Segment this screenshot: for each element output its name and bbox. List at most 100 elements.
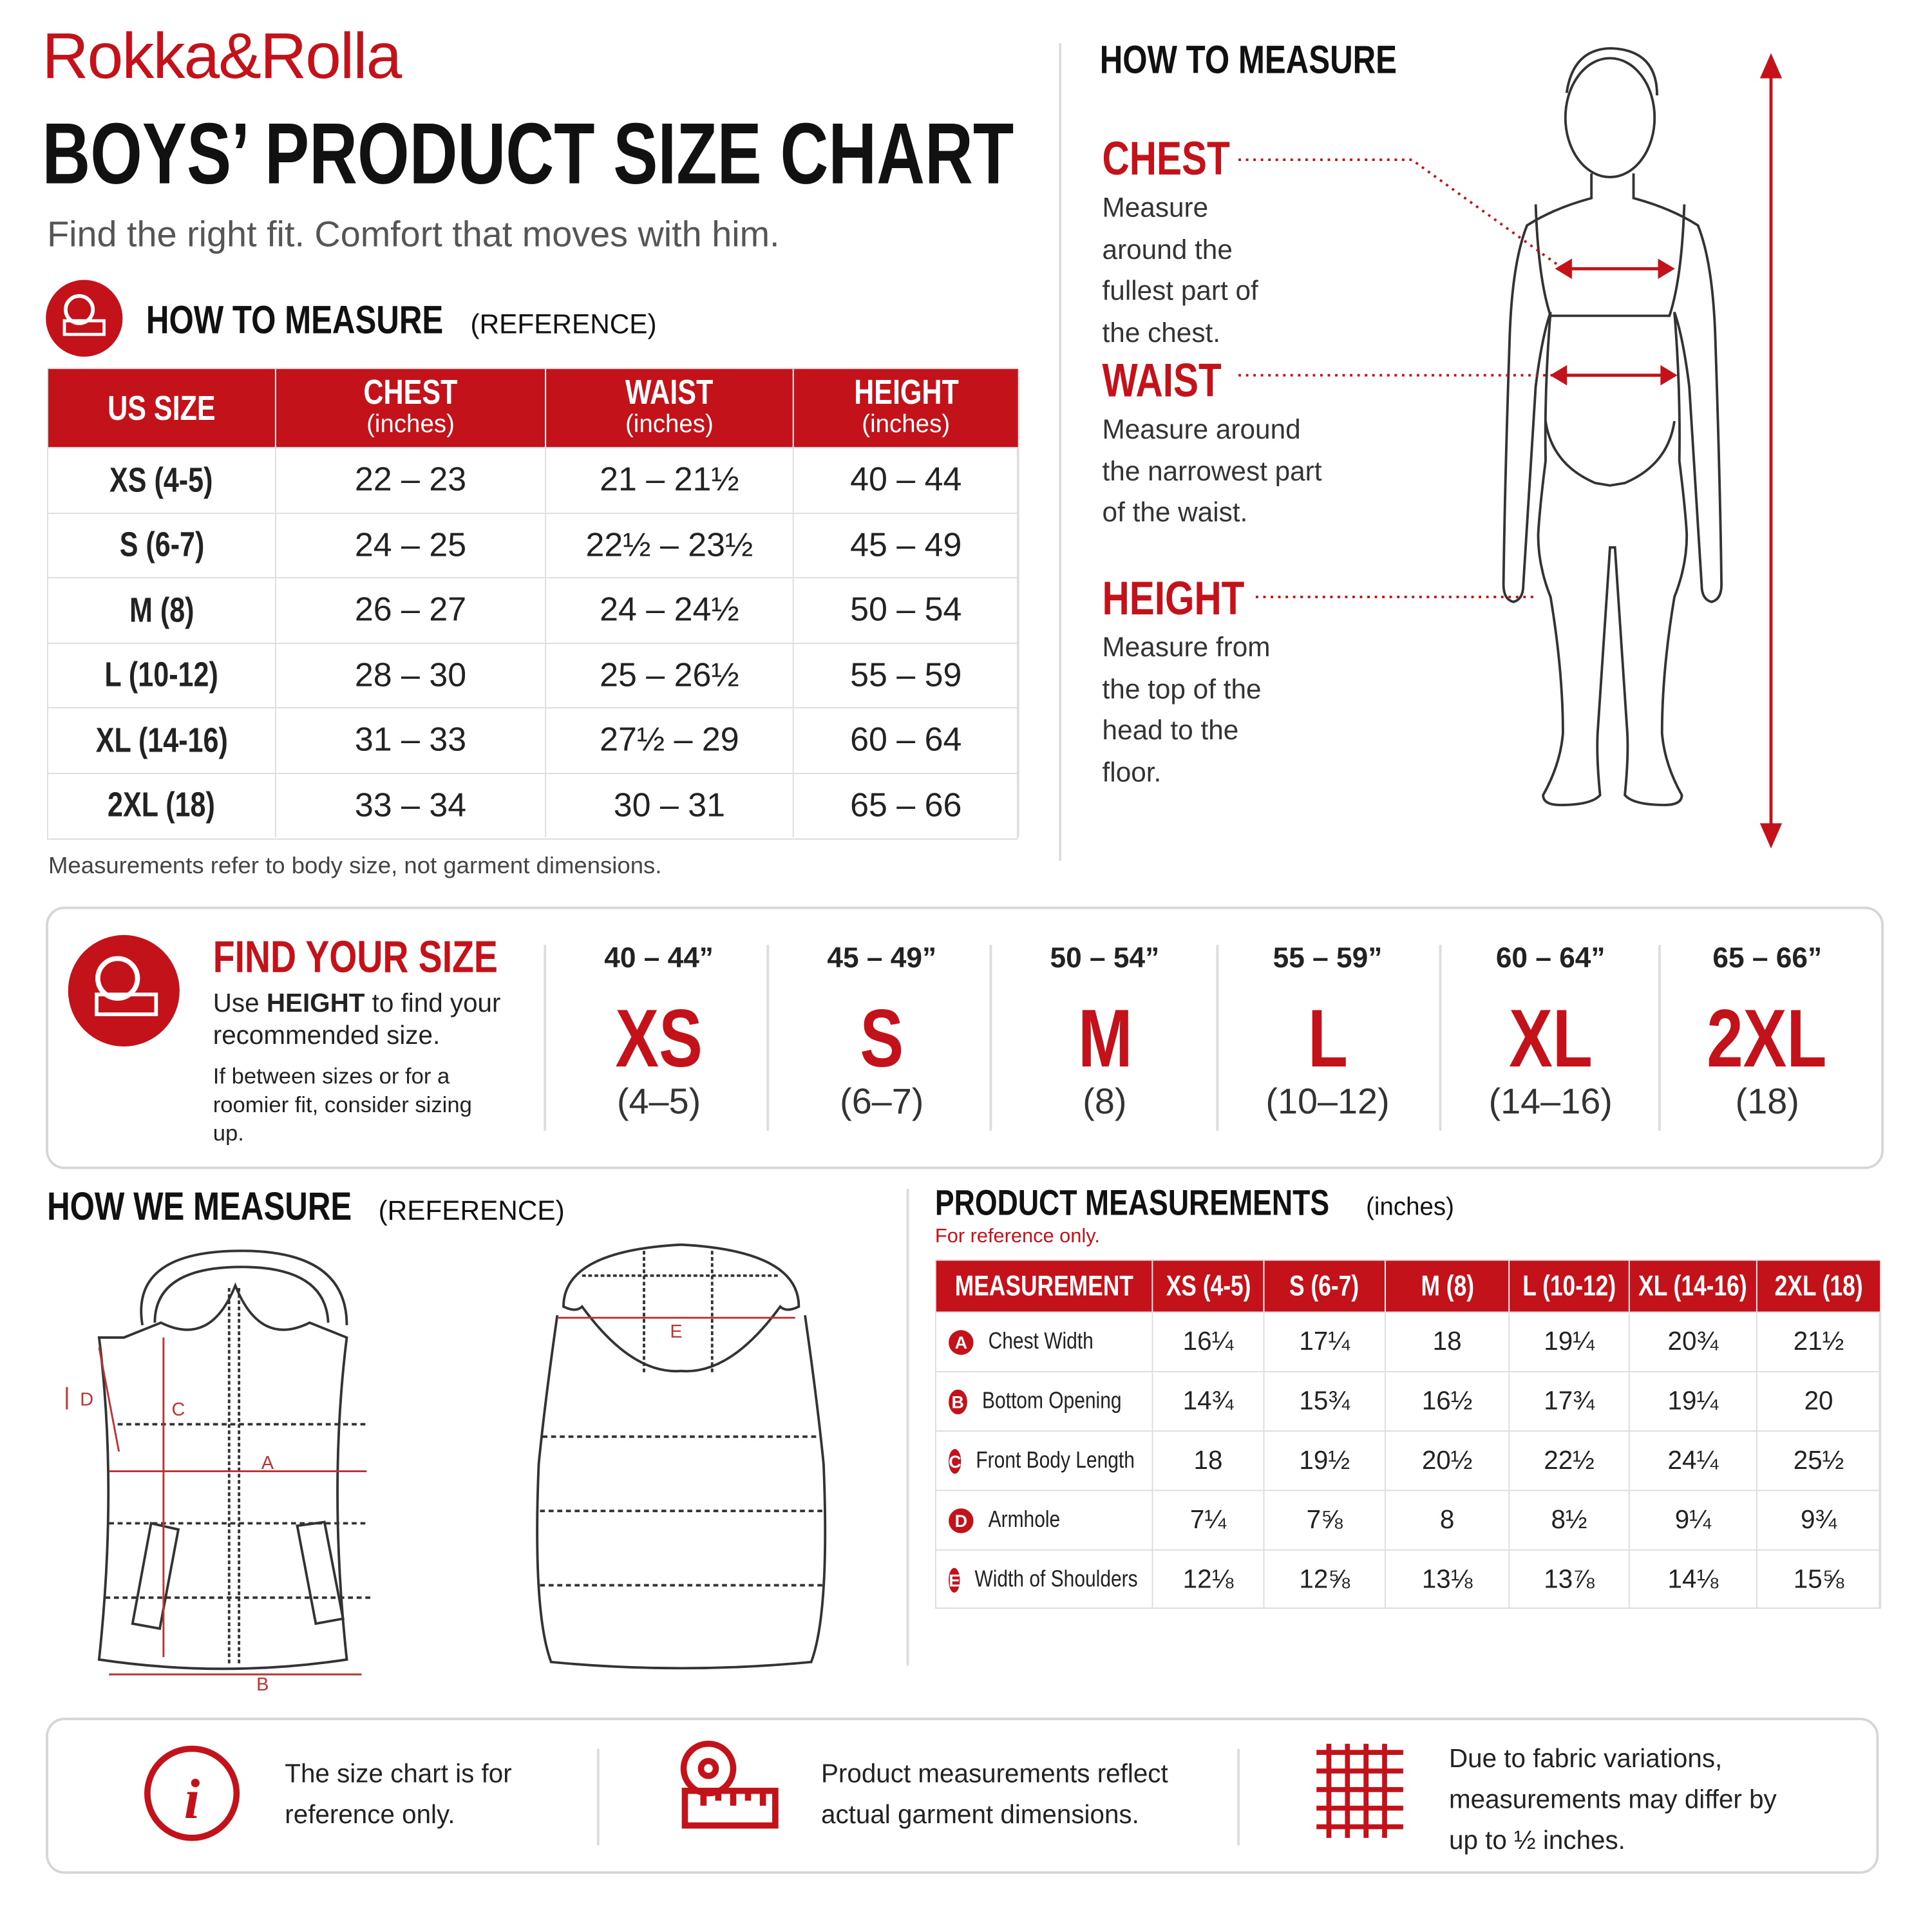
table-cell: 16½ [1385,1370,1510,1431]
section-title: HOW TO MEASURE [146,297,444,342]
row-key: A [949,1329,974,1354]
row-label: E Width of Shoulders [936,1549,1153,1609]
header-label: WAIST [625,372,714,411]
size-code: S [770,990,993,1084]
row-name: Bottom Opening [981,1387,1121,1414]
table-cell: L (10-12) [48,642,276,708]
row-name: Chest Width [988,1328,1094,1354]
cell-text: 55 – 59 [850,656,962,694]
header-label: L (10-12) [1522,1269,1616,1302]
measure-label: CHEST [1103,134,1262,187]
cell-text: 22½ – 23½ [585,526,753,564]
size-height: 40 – 44” [604,941,714,974]
header-cell: MEASUREMENT [936,1260,1153,1312]
header-cell: S (6-7) [1264,1260,1386,1312]
subtitle: Find the right fit. Comfort that moves w… [47,215,780,256]
measure-text: Measure from the top of the head to the … [1102,631,1271,788]
table-cell: 22 – 23 [276,447,547,513]
vest-back [536,1243,827,1670]
cell-text: M (8) [129,590,194,629]
size: XS [615,992,703,1084]
cell-text: XL (14-16) [95,720,228,759]
table-cell: 14⅛ [1629,1549,1757,1609]
size-height: 45 – 49” [827,941,937,974]
cell-text: 26 – 27 [354,591,467,629]
grid-icon [1316,1743,1403,1838]
table-cell: 60 – 64 [793,707,1019,773]
brand: Rokka&Rolla [42,21,402,93]
cell-text: 30 – 31 [613,786,726,824]
cell-text: 27½ – 29 [600,721,739,759]
table-cell: 9¼ [1629,1490,1757,1549]
label: HEIGHT [1102,573,1245,626]
title: BOYS’ PRODUCT SIZE CHART [42,105,1014,202]
header-label: 2XL (18) [1774,1269,1863,1302]
table-cell: 55 – 59 [793,642,1019,708]
footer-text: Product measurements reflect actual garm… [821,1759,1168,1830]
table-cell: 24 – 25 [276,512,547,578]
size-code: XL [1439,990,1662,1084]
header-cell: 2XL (18) [1757,1260,1882,1312]
product-note: For reference only. [934,1226,1100,1247]
cell-text: L (10-12) [104,655,219,694]
table-cell: 18 [1153,1430,1265,1490]
table-cell: 25 – 26½ [546,642,794,708]
table-cell: 12⅝ [1264,1549,1386,1609]
tape-icon [680,1740,779,1829]
body-table: US SIZE CHEST (inches) WAIST (inches) HEIGHT(… [47,368,1019,840]
table-cell: XS (4-5) [48,447,276,513]
table-cell: 22½ – 23½ [546,512,794,578]
cell-text: 50 – 54 [850,591,962,629]
info-icon: i [144,1745,240,1841]
header-cell: CHEST (inches) [276,369,547,448]
section-note: (inches) [1366,1193,1454,1222]
header-cell: M (8) [1385,1260,1510,1312]
header-unit: (inches) [366,410,455,438]
header-cell: HEIGHT (inches) [793,369,1019,448]
header-label: CHEST [363,372,458,411]
section-title: HOW TO MEASURE [1099,37,1397,82]
tape-icon [68,934,180,1046]
size: L [1307,992,1348,1084]
cell-text: 22 – 23 [354,460,467,498]
measure-label: WAIST [1103,355,1251,409]
row-label: A Chest Width [936,1311,1153,1371]
diagram-label: E [670,1321,682,1342]
cell-text: 45 – 49 [850,526,962,564]
table-cell: 20½ [1385,1430,1510,1490]
size: 2XL [1707,992,1828,1084]
cell-text: 28 – 30 [354,656,467,694]
table-cell: 16¼ [1153,1311,1265,1371]
cell-text: 60 – 64 [850,721,962,759]
header-unit: (inches) [862,410,951,438]
header-cell: US SIZE [48,369,276,448]
table-cell: M (8) [48,577,276,643]
table-cell: 19½ [1264,1430,1386,1490]
section-note: (REFERENCE) [378,1195,565,1226]
size: S [860,992,904,1084]
cell-text: 24 – 24½ [600,591,739,629]
find-title: FIND YOUR SIZE [213,931,498,982]
row-name: Front Body Length [976,1447,1135,1473]
find-text: Use HEIGHT to find your recommended size… [213,989,535,1053]
header-cell: XS (4-5) [1153,1260,1265,1312]
header-cell: L (10-12) [1510,1260,1630,1312]
header-label: MEASUREMENT [954,1269,1133,1302]
table-cell: XL (14-16) [48,707,276,773]
section-note: (REFERENCE) [470,308,657,339]
table-cell: 7⅝ [1264,1490,1386,1549]
table-cell: 21½ [1757,1311,1882,1371]
size-height: 50 – 54” [1050,941,1160,974]
table-cell: 40 – 44 [793,447,1019,513]
size-range: (18) [1735,1082,1799,1122]
product-table: MEASUREMENT XS (4-5) S (6-7) M (8) L (10-12)… [934,1259,1882,1609]
measure-label: HEIGHT [1103,573,1280,627]
header-label: S (6-7) [1289,1269,1359,1302]
diagram-label: C [172,1399,185,1420]
size-height: 65 – 66” [1712,941,1823,974]
table-cell: 9¾ [1757,1490,1882,1549]
table-cell: 24 – 24½ [546,577,794,643]
size-range: (4–5) [616,1082,701,1122]
label: WAIST [1102,355,1222,408]
